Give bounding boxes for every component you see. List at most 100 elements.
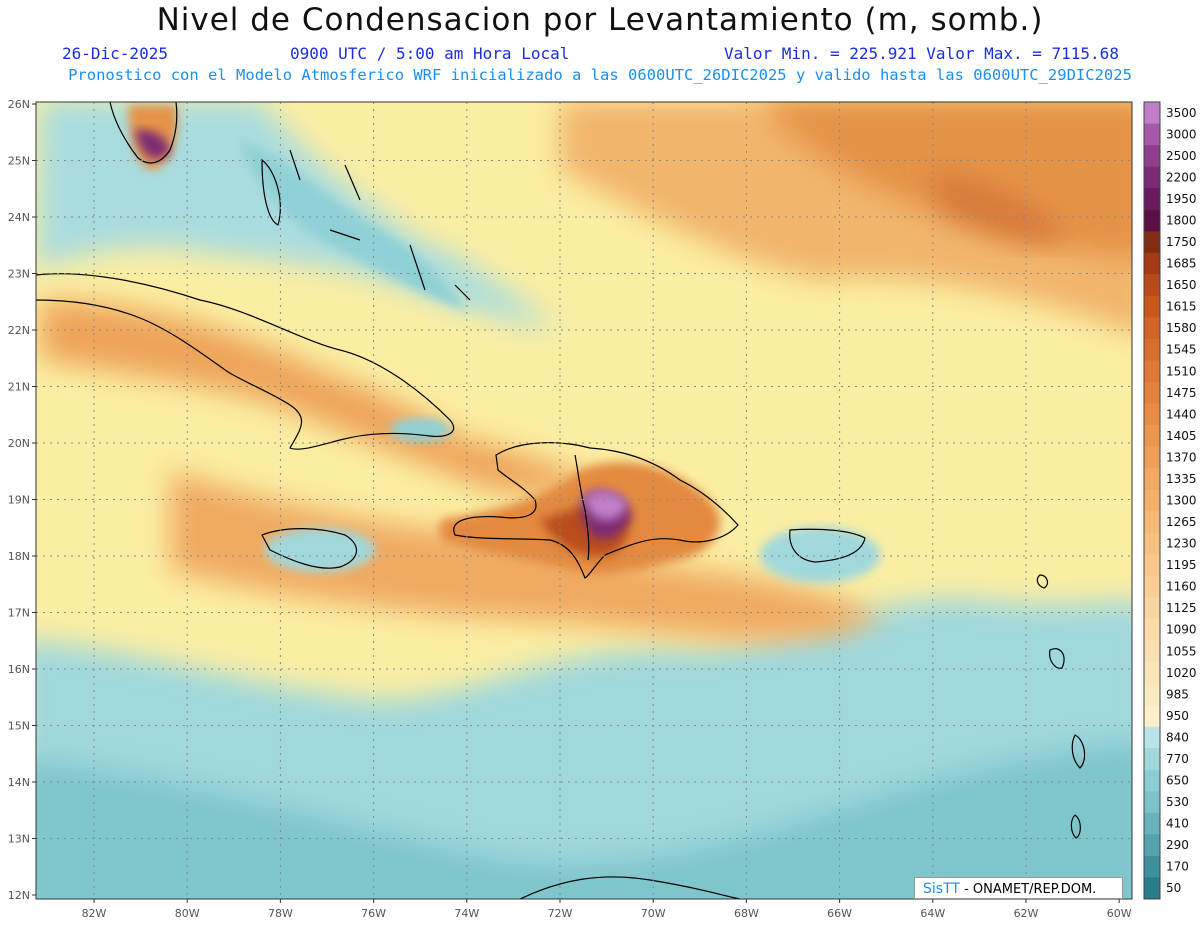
colorbar-swatch bbox=[1144, 683, 1160, 706]
colorbar-label: 950 bbox=[1166, 709, 1189, 723]
lon-label: 80W bbox=[175, 907, 200, 920]
colorbar-label: 770 bbox=[1166, 752, 1189, 766]
colorbar-swatch bbox=[1144, 145, 1160, 168]
colorbar-swatch bbox=[1144, 166, 1160, 189]
colorbar-swatch bbox=[1144, 511, 1160, 534]
colorbar-swatch bbox=[1144, 360, 1160, 383]
lon-label: 68W bbox=[734, 907, 759, 920]
colorbar-label: 2200 bbox=[1166, 170, 1197, 184]
lat-label: 26N bbox=[8, 98, 30, 111]
credit-brand: SisTT bbox=[923, 881, 960, 897]
bahamas-islands bbox=[289, 149, 471, 301]
colorbar-label: 3500 bbox=[1166, 106, 1197, 120]
colorbar-swatch bbox=[1144, 705, 1160, 728]
colorbar-swatch bbox=[1144, 532, 1160, 555]
colorbar-label: 1055 bbox=[1166, 644, 1197, 658]
lon-label: 76W bbox=[361, 907, 386, 920]
lon-label: 78W bbox=[268, 907, 293, 920]
lat-label: 17N bbox=[8, 607, 30, 620]
time-label: 0900 UTC / 5:00 am Hora Local bbox=[290, 44, 570, 63]
lat-label: 12N bbox=[8, 889, 30, 902]
colorbar-label: 1750 bbox=[1166, 235, 1197, 249]
colorbar-swatch bbox=[1144, 489, 1160, 512]
jamaica-coast bbox=[261, 528, 357, 569]
florida-coast bbox=[109, 101, 178, 164]
colorbar-label: 1950 bbox=[1166, 192, 1197, 206]
colorbar-swatch bbox=[1144, 102, 1160, 125]
colorbar-label: 1800 bbox=[1166, 213, 1197, 227]
colorbar-swatch bbox=[1144, 231, 1160, 254]
lon-label: 70W bbox=[641, 907, 666, 920]
lat-label: 25N bbox=[8, 155, 30, 168]
lesser-antilles bbox=[1036, 574, 1086, 839]
cuba-coast bbox=[35, 273, 455, 450]
colorbar-label: 2500 bbox=[1166, 149, 1197, 163]
colorbar-label: 985 bbox=[1166, 687, 1189, 701]
forecast-label: Pronostico con el Modelo Atmosferico WRF… bbox=[68, 66, 1132, 84]
colorbar-label: 1265 bbox=[1166, 515, 1197, 529]
min-max-label: Valor Min. = 225.921 Valor Max. = 7115.6… bbox=[724, 44, 1119, 63]
colorbar-swatch bbox=[1144, 382, 1160, 405]
colorbar-swatch bbox=[1144, 769, 1160, 792]
lat-label: 20N bbox=[8, 437, 30, 450]
colorbar-label: 3000 bbox=[1166, 127, 1197, 141]
lon-label: 62W bbox=[1014, 907, 1039, 920]
colorbar-swatch bbox=[1144, 812, 1160, 835]
colorbar-label: 1475 bbox=[1166, 386, 1197, 400]
colorbar-swatch bbox=[1144, 317, 1160, 340]
lat-label: 22N bbox=[8, 324, 30, 337]
credit-box: SisTT - ONAMET/REP.DOM. bbox=[914, 877, 1123, 899]
map-title: Nivel de Condensacion por Levantamiento … bbox=[156, 2, 1044, 38]
colorbar-swatch bbox=[1144, 597, 1160, 620]
lat-label: 14N bbox=[8, 776, 30, 789]
colorbar-label: 1300 bbox=[1166, 494, 1197, 508]
colorbar-label: 1370 bbox=[1166, 450, 1197, 464]
colorbar-swatch bbox=[1144, 618, 1160, 642]
colorbar-label: 1615 bbox=[1166, 300, 1197, 314]
colorbar-swatch bbox=[1144, 726, 1160, 749]
lat-label: 19N bbox=[8, 494, 30, 507]
lon-label: 60W bbox=[1107, 907, 1132, 920]
colorbar-swatch bbox=[1144, 575, 1160, 598]
haiti-border bbox=[574, 454, 590, 561]
colorbar-swatch bbox=[1144, 425, 1160, 448]
colorbar-swatch bbox=[1144, 834, 1160, 857]
colorbar-swatch bbox=[1144, 554, 1160, 577]
longitude-labels: 82W 80W 78W 76W 74W 72W 70W 68W 66W 64W 62W 60W bbox=[82, 907, 1132, 920]
colorbar: 3500 3000 2500 2200 1950 1800 1750 1685 1650 1615… bbox=[1143, 101, 1197, 900]
latitude-labels: 26N 25N 24N 23N 22N 21N 20N 19N 18N 17N 16N 15N 14N 1… bbox=[8, 98, 30, 902]
colorbar-swatch bbox=[1144, 338, 1160, 361]
colorbar-label: 1090 bbox=[1166, 623, 1197, 637]
colorbar-label: 1160 bbox=[1166, 580, 1197, 594]
colorbar-label: 1020 bbox=[1166, 666, 1197, 680]
colorbar-label: 290 bbox=[1166, 838, 1189, 852]
lat-label: 21N bbox=[8, 381, 30, 394]
colorbar-label: 1510 bbox=[1166, 364, 1197, 378]
colorbar-label: 1685 bbox=[1166, 257, 1197, 271]
colorbar-label: 1195 bbox=[1166, 558, 1197, 572]
colorbar-label: 1335 bbox=[1166, 472, 1197, 486]
colorbar-label: 1650 bbox=[1166, 278, 1197, 292]
lat-label: 16N bbox=[8, 663, 30, 676]
grid-lines bbox=[32, 102, 1132, 903]
colorbar-label: 170 bbox=[1166, 860, 1189, 874]
lat-label: 23N bbox=[8, 268, 30, 281]
lon-label: 64W bbox=[920, 907, 945, 920]
colorbar-swatch bbox=[1144, 640, 1160, 663]
colorbar-swatch bbox=[1144, 877, 1160, 900]
colorbar-swatch bbox=[1144, 252, 1160, 275]
map-field bbox=[36, 102, 1132, 899]
lon-label: 74W bbox=[454, 907, 479, 920]
colorbar-swatch bbox=[1144, 468, 1160, 491]
colorbar-label: 1545 bbox=[1166, 343, 1197, 357]
colorbar-swatch bbox=[1144, 791, 1160, 814]
colorbar-label: 50 bbox=[1166, 881, 1181, 895]
colorbar-swatch bbox=[1144, 748, 1160, 771]
lon-label: 66W bbox=[827, 907, 852, 920]
colorbar-swatch bbox=[1144, 209, 1160, 232]
colorbar-swatch bbox=[1144, 662, 1160, 685]
coastlines bbox=[35, 101, 1086, 900]
colorbar-swatch bbox=[1144, 855, 1160, 878]
colorbar-swatch bbox=[1144, 446, 1160, 469]
credit-org: - ONAMET/REP.DOM. bbox=[964, 882, 1097, 897]
